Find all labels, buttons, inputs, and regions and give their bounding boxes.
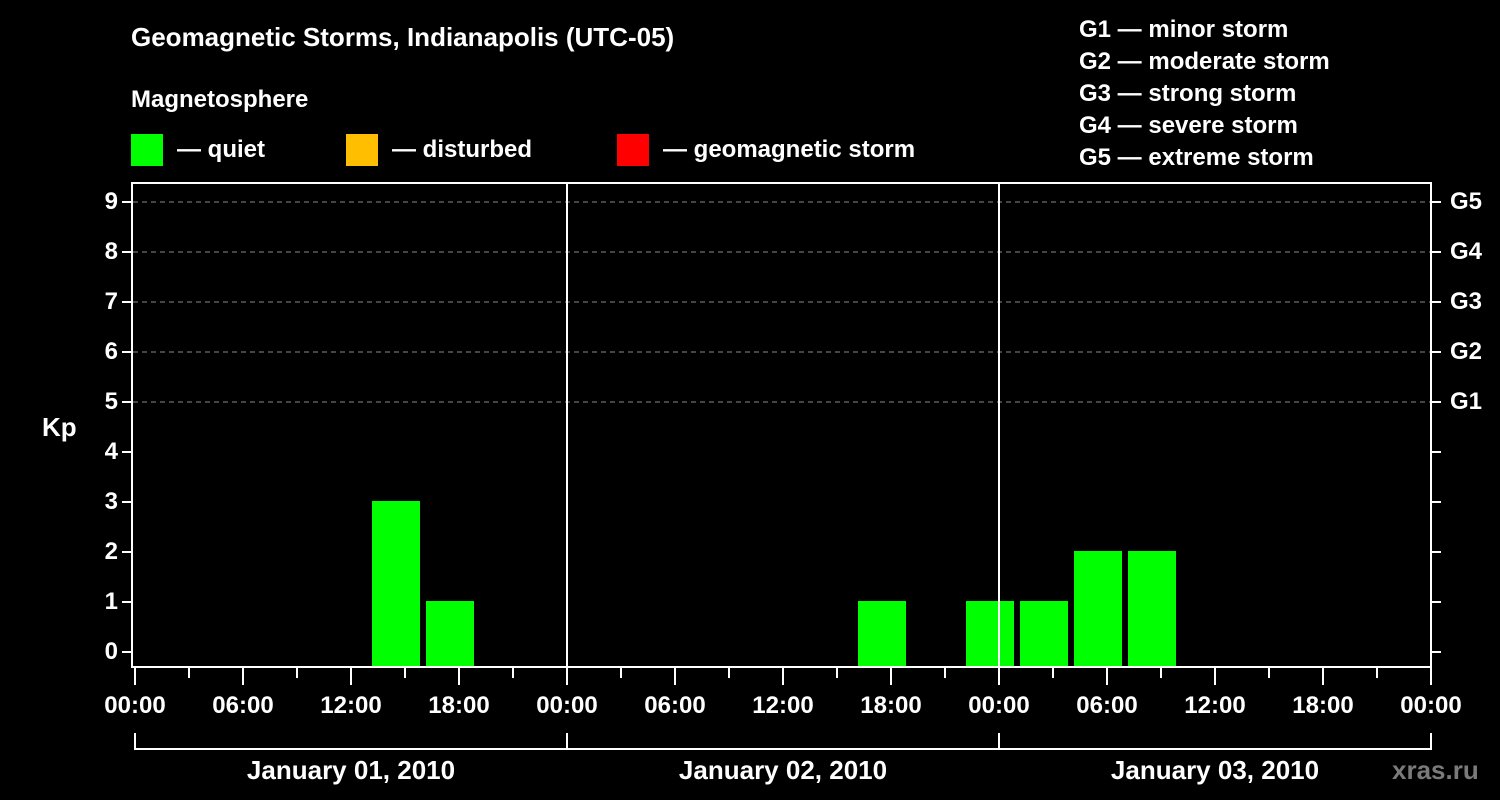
- day-label: January 03, 2010: [1110, 755, 1320, 785]
- legend-label: — disturbed: [392, 136, 533, 163]
- grid-lines: [133, 201, 1430, 403]
- x-tick: 12:00: [320, 692, 382, 719]
- storm-scale-g5: G5 — extreme storm: [1079, 144, 1314, 171]
- disturbed-swatch: [346, 134, 378, 166]
- storm-swatch: [617, 134, 649, 166]
- storm-scale-g4: G4 — severe storm: [1079, 112, 1298, 139]
- legend-title: Magnetosphere: [131, 86, 309, 113]
- storm-scale-g3: G3 — strong storm: [1079, 80, 1297, 107]
- y-tick: 1: [104, 588, 118, 615]
- legend-label: — geomagnetic storm: [663, 136, 916, 163]
- g-tick: G4: [1450, 238, 1483, 265]
- y-tick: 6: [104, 338, 118, 365]
- y-tick: 0: [104, 638, 118, 665]
- legend-item-storm: — geomagnetic storm: [617, 134, 915, 166]
- day-label: January 01, 2010: [246, 755, 456, 785]
- legend-item-quiet: — quiet: [131, 134, 265, 166]
- y-tick: 4: [104, 438, 118, 465]
- storm-scale-g1: G1 — minor storm: [1079, 16, 1289, 43]
- g-tick: G3: [1450, 288, 1483, 315]
- x-tick: 06:00: [212, 692, 274, 719]
- x-tick: 00:00: [536, 692, 598, 719]
- x-tick: 18:00: [860, 692, 922, 719]
- x-tick: 00:00: [968, 692, 1030, 719]
- y-tick: 9: [104, 188, 118, 215]
- quiet-swatch: [131, 134, 163, 166]
- kp-bars: [372, 501, 1176, 667]
- x-tick: 12:00: [752, 692, 814, 719]
- x-tick: 00:00: [1400, 692, 1462, 719]
- g-tick: G5: [1450, 188, 1483, 215]
- x-tick: 12:00: [1184, 692, 1246, 719]
- storm-scale-list: G1 — minor storm G2 — moderate storm G3 …: [1079, 14, 1330, 174]
- y-axis-label: Kp: [42, 412, 77, 442]
- x-tick: 18:00: [428, 692, 490, 719]
- y-tick: 5: [104, 388, 118, 415]
- x-tick: 00:00: [104, 692, 166, 719]
- x-tick: 06:00: [644, 692, 706, 719]
- watermark: xras.ru: [1392, 755, 1479, 785]
- x-tick: 06:00: [1076, 692, 1138, 719]
- g-tick: G1: [1450, 388, 1483, 415]
- y-tick: 3: [104, 488, 118, 515]
- y-tick: 7: [104, 288, 118, 315]
- day-brackets: [134, 733, 1432, 750]
- y-tick: 8: [104, 238, 118, 265]
- x-tick: 18:00: [1292, 692, 1354, 719]
- legend-label: — quiet: [177, 136, 265, 163]
- chart-title: Geomagnetic Storms, Indianapolis (UTC-05…: [131, 22, 675, 52]
- g-tick: G2: [1450, 338, 1483, 365]
- legend-item-disturbed: — disturbed: [346, 134, 532, 166]
- storm-scale-g2: G2 — moderate storm: [1079, 48, 1330, 75]
- y-tick: 2: [104, 538, 118, 565]
- day-label: January 02, 2010: [678, 755, 888, 785]
